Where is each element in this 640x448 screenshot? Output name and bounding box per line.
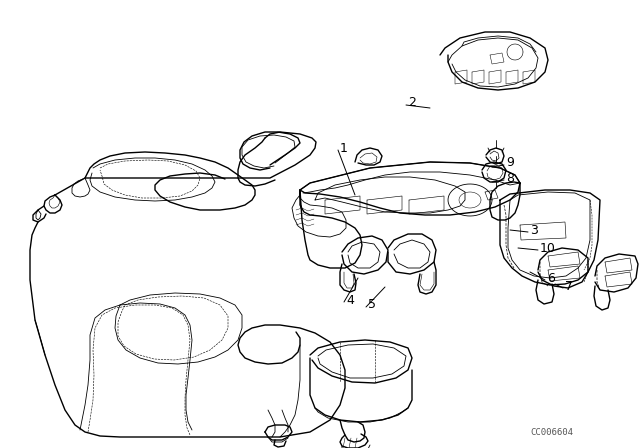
Text: 1: 1: [340, 142, 348, 155]
Text: 8: 8: [506, 172, 514, 185]
Text: 9: 9: [506, 156, 514, 169]
Text: 5: 5: [368, 298, 376, 311]
Text: 10: 10: [540, 241, 556, 254]
Text: CC006604: CC006604: [530, 428, 573, 437]
Text: 4: 4: [346, 293, 354, 306]
Text: 7: 7: [565, 280, 573, 293]
Text: 2: 2: [408, 96, 416, 109]
Text: 3: 3: [530, 224, 538, 237]
Text: 6: 6: [547, 271, 555, 284]
